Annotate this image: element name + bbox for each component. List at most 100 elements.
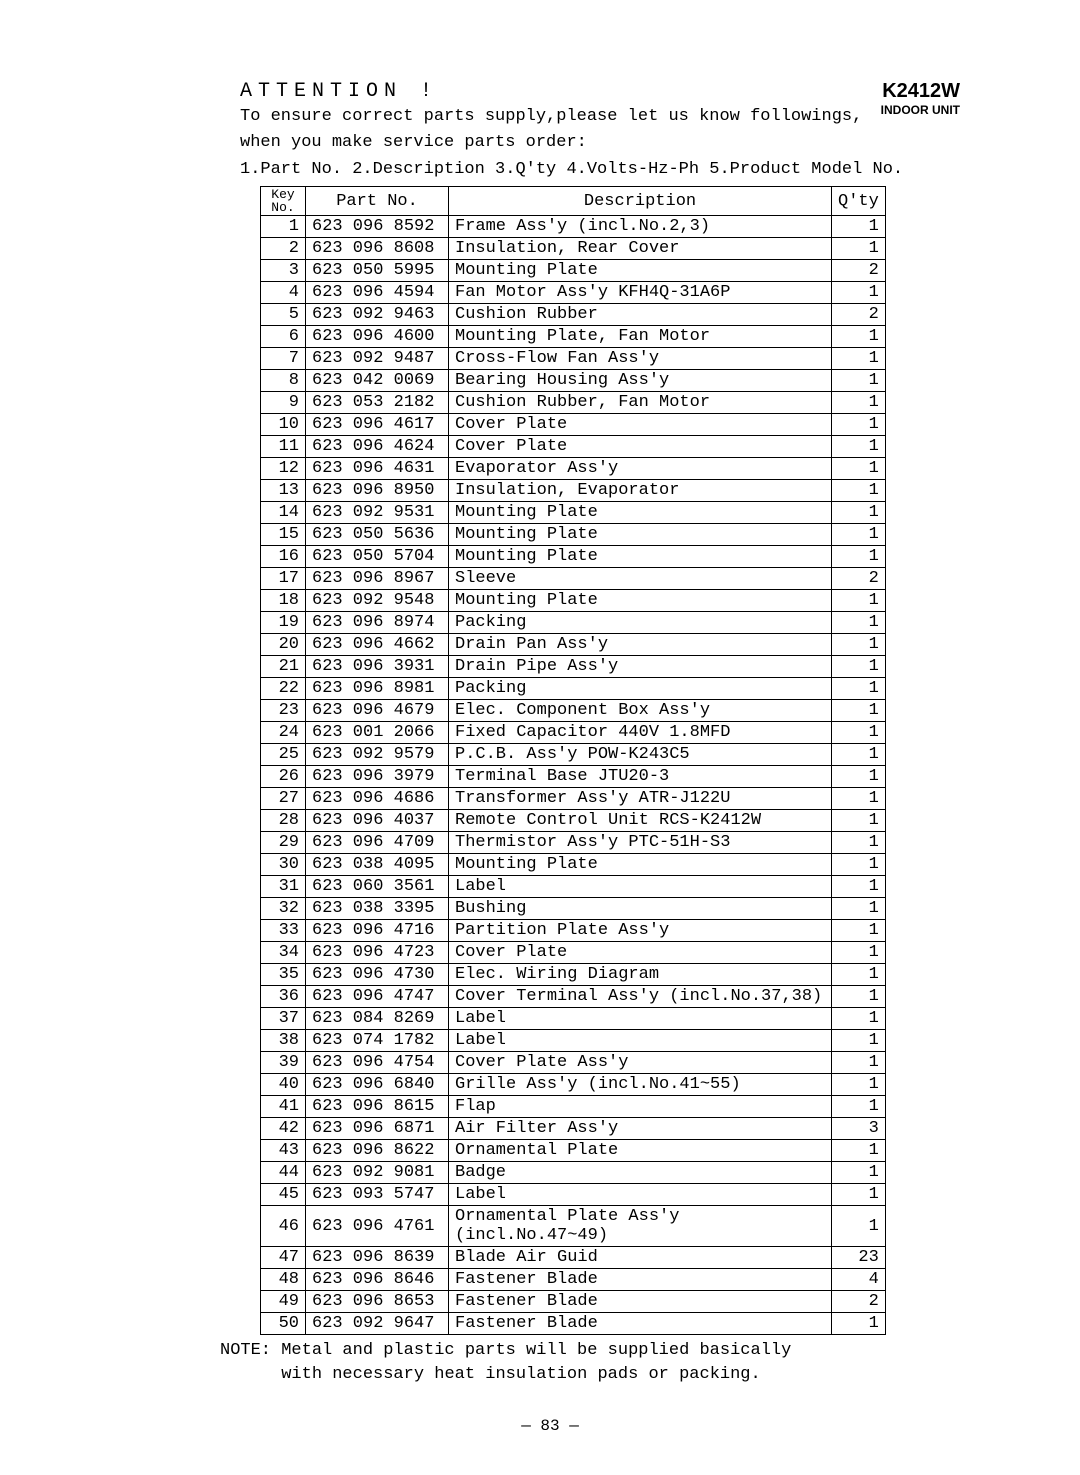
cell-qty: 3 xyxy=(832,1118,886,1140)
cell-key: 48 xyxy=(261,1269,306,1291)
cell-key: 6 xyxy=(261,326,306,348)
cell-part: 623 096 4600 xyxy=(306,326,449,348)
cell-key: 36 xyxy=(261,986,306,1008)
table-row: 7623 092 9487Cross-Flow Fan Ass'y1 xyxy=(261,348,886,370)
cell-part: 623 092 9548 xyxy=(306,590,449,612)
table-header-row: Key No. Part No. Description Q'ty xyxy=(261,187,886,216)
table-row: 36623 096 4747Cover Terminal Ass'y (incl… xyxy=(261,986,886,1008)
parts-table: Key No. Part No. Description Q'ty 1623 0… xyxy=(260,186,886,1335)
cell-qty: 1 xyxy=(832,436,886,458)
table-row: 10623 096 4617Cover Plate1 xyxy=(261,414,886,436)
cell-desc: Label xyxy=(449,1030,832,1052)
cell-part: 623 092 9647 xyxy=(306,1313,449,1335)
cell-key: 22 xyxy=(261,678,306,700)
cell-qty: 1 xyxy=(832,1008,886,1030)
cell-key: 10 xyxy=(261,414,306,436)
cell-desc: Mounting Plate xyxy=(449,546,832,568)
cell-part: 623 096 3931 xyxy=(306,656,449,678)
table-row: 26623 096 3979Terminal Base JTU20-31 xyxy=(261,766,886,788)
cell-part: 623 096 6871 xyxy=(306,1118,449,1140)
cell-qty: 1 xyxy=(832,1313,886,1335)
cell-key: 1 xyxy=(261,216,306,238)
cell-desc: Cover Terminal Ass'y (incl.No.37,38) xyxy=(449,986,832,1008)
cell-desc: Mounting Plate xyxy=(449,590,832,612)
cell-qty: 1 xyxy=(832,282,886,304)
cell-key: 12 xyxy=(261,458,306,480)
cell-part: 623 096 8615 xyxy=(306,1096,449,1118)
cell-key: 31 xyxy=(261,876,306,898)
cell-key: 32 xyxy=(261,898,306,920)
cell-desc: Fixed Capacitor 440V 1.8MFD xyxy=(449,722,832,744)
col-qty: Q'ty xyxy=(832,187,886,216)
cell-qty: 1 xyxy=(832,1162,886,1184)
cell-desc: Mounting Plate xyxy=(449,502,832,524)
cell-key: 44 xyxy=(261,1162,306,1184)
table-row: 6623 096 4600Mounting Plate, Fan Motor1 xyxy=(261,326,886,348)
cell-desc: Elec. Component Box Ass'y xyxy=(449,700,832,722)
cell-desc: Sleeve xyxy=(449,568,832,590)
table-row: 17623 096 8967Sleeve2 xyxy=(261,568,886,590)
table-row: 45623 093 5747Label1 xyxy=(261,1184,886,1206)
table-row: 33623 096 4716Partition Plate Ass'y1 xyxy=(261,920,886,942)
cell-qty: 1 xyxy=(832,502,886,524)
table-row: 14623 092 9531Mounting Plate1 xyxy=(261,502,886,524)
cell-part: 623 096 8608 xyxy=(306,238,449,260)
note-line-2: with necessary heat insulation pads or p… xyxy=(281,1365,760,1384)
cell-desc: Mounting Plate, Fan Motor xyxy=(449,326,832,348)
table-row: 46623 096 4761Ornamental Plate Ass'y (in… xyxy=(261,1206,886,1247)
cell-part: 623 050 5704 xyxy=(306,546,449,568)
cell-qty: 1 xyxy=(832,832,886,854)
cell-part: 623 050 5995 xyxy=(306,260,449,282)
cell-part: 623 038 3395 xyxy=(306,898,449,920)
page-number: — 83 — xyxy=(120,1417,980,1435)
intro-line-3: 1.Part No. 2.Description 3.Q'ty 4.Volts-… xyxy=(240,160,980,180)
cell-desc: Bushing xyxy=(449,898,832,920)
cell-key: 41 xyxy=(261,1096,306,1118)
cell-qty: 1 xyxy=(832,1052,886,1074)
cell-desc: Label xyxy=(449,876,832,898)
cell-part: 623 038 4095 xyxy=(306,854,449,876)
cell-key: 14 xyxy=(261,502,306,524)
col-part: Part No. xyxy=(306,187,449,216)
cell-qty: 1 xyxy=(832,810,886,832)
cell-desc: Insulation, Evaporator xyxy=(449,480,832,502)
cell-qty: 1 xyxy=(832,634,886,656)
table-row: 47623 096 8639Blade Air Guid23 xyxy=(261,1247,886,1269)
table-row: 27623 096 4686Transformer Ass'y ATR-J122… xyxy=(261,788,886,810)
cell-qty: 1 xyxy=(832,876,886,898)
cell-desc: Air Filter Ass'y xyxy=(449,1118,832,1140)
cell-desc: Label xyxy=(449,1008,832,1030)
table-row: 5623 092 9463Cushion Rubber2 xyxy=(261,304,886,326)
cell-part: 623 096 8639 xyxy=(306,1247,449,1269)
cell-key: 38 xyxy=(261,1030,306,1052)
cell-qty: 1 xyxy=(832,612,886,634)
cell-part: 623 096 8592 xyxy=(306,216,449,238)
cell-key: 39 xyxy=(261,1052,306,1074)
table-row: 35623 096 4730Elec. Wiring Diagram1 xyxy=(261,964,886,986)
cell-qty: 2 xyxy=(832,1291,886,1313)
table-row: 29623 096 4709Thermistor Ass'y PTC-51H-S… xyxy=(261,832,886,854)
table-row: 1623 096 8592Frame Ass'y (incl.No.2,3)1 xyxy=(261,216,886,238)
cell-part: 623 096 8622 xyxy=(306,1140,449,1162)
cell-key: 21 xyxy=(261,656,306,678)
cell-key: 19 xyxy=(261,612,306,634)
cell-desc: Evaporator Ass'y xyxy=(449,458,832,480)
cell-part: 623 096 4679 xyxy=(306,700,449,722)
cell-desc: Ornamental Plate xyxy=(449,1140,832,1162)
cell-qty: 1 xyxy=(832,524,886,546)
cell-key: 26 xyxy=(261,766,306,788)
cell-part: 623 096 4761 xyxy=(306,1206,449,1247)
cell-desc: Remote Control Unit RCS-K2412W xyxy=(449,810,832,832)
cell-qty: 1 xyxy=(832,898,886,920)
cell-desc: Partition Plate Ass'y xyxy=(449,920,832,942)
table-row: 20623 096 4662Drain Pan Ass'y1 xyxy=(261,634,886,656)
cell-desc: Mounting Plate xyxy=(449,260,832,282)
cell-qty: 1 xyxy=(832,326,886,348)
cell-part: 623 050 5636 xyxy=(306,524,449,546)
cell-qty: 1 xyxy=(832,1074,886,1096)
table-row: 4623 096 4594Fan Motor Ass'y KFH4Q-31A6P… xyxy=(261,282,886,304)
cell-qty: 1 xyxy=(832,348,886,370)
cell-desc: Bearing Housing Ass'y xyxy=(449,370,832,392)
cell-desc: Fastener Blade xyxy=(449,1269,832,1291)
cell-desc: Mounting Plate xyxy=(449,524,832,546)
